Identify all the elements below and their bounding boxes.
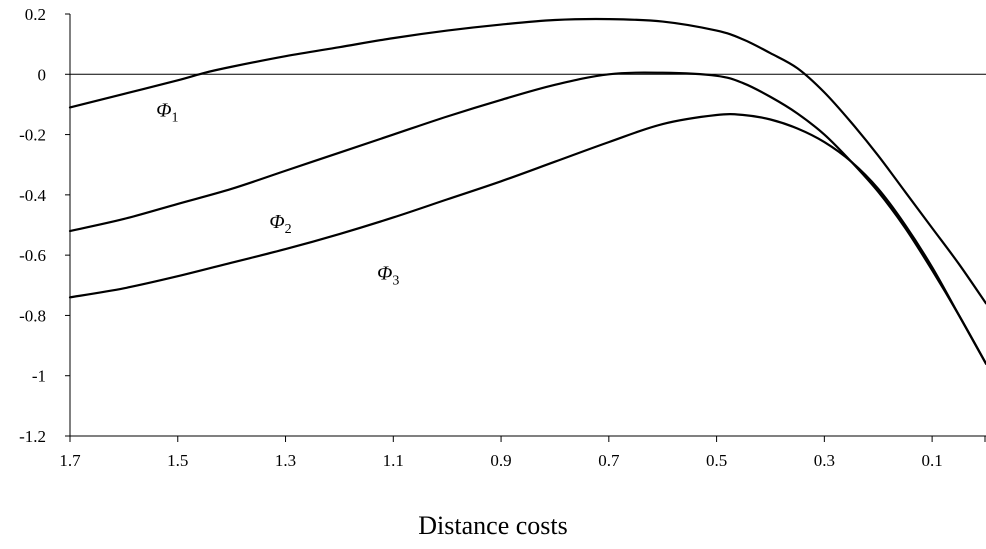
series-line-phi2	[68, 71, 986, 365]
series-line-phi3	[68, 113, 986, 365]
series-label-phi3: Φ3	[377, 262, 399, 288]
y-tick-label: -0.6	[19, 246, 46, 265]
y-tick-label: 0	[38, 65, 47, 84]
x-tick-label: 1.5	[167, 451, 188, 470]
x-tick-label: 1.7	[59, 451, 81, 470]
series-label-sub: 2	[285, 222, 292, 237]
series-line-phi1	[68, 17, 986, 305]
x-tick-label: 0.9	[490, 451, 511, 470]
x-tick-label: 0.7	[598, 451, 620, 470]
y-axis: 0.2 0 -0.2 -0.4 -0.6 -0.8 -1 -1.2	[19, 5, 71, 446]
y-tick-label: 0.2	[25, 5, 46, 24]
series-lines	[68, 17, 986, 365]
y-tick-label: -0.2	[19, 126, 46, 145]
y-tick-label: -1	[32, 367, 46, 386]
series-label-phi2: Φ2	[269, 211, 291, 237]
x-tick-label: 1.3	[275, 451, 296, 470]
x-axis: 1.7 1.5 1.3 1.1 0.9 0.7 0.5 0.3 0.1	[59, 435, 986, 470]
x-tick-label: 0.1	[921, 451, 942, 470]
y-tick-label: -0.8	[19, 306, 46, 325]
series-label-main: Φ	[156, 99, 171, 121]
x-tick-label: 0.3	[814, 451, 835, 470]
series-label-sub: 3	[392, 273, 399, 288]
series-label-main: Φ	[269, 211, 284, 233]
series-label-phi1: Φ1	[156, 99, 178, 125]
x-axis-title: Distance costs	[418, 511, 567, 540]
y-tick-label: -1.2	[19, 427, 46, 446]
series-label-sub: 1	[171, 110, 178, 125]
series-label-main: Φ	[377, 262, 392, 284]
x-tick-label: 1.1	[383, 451, 404, 470]
y-tick-label: -0.4	[19, 186, 46, 205]
x-tick-label: 0.5	[706, 451, 727, 470]
